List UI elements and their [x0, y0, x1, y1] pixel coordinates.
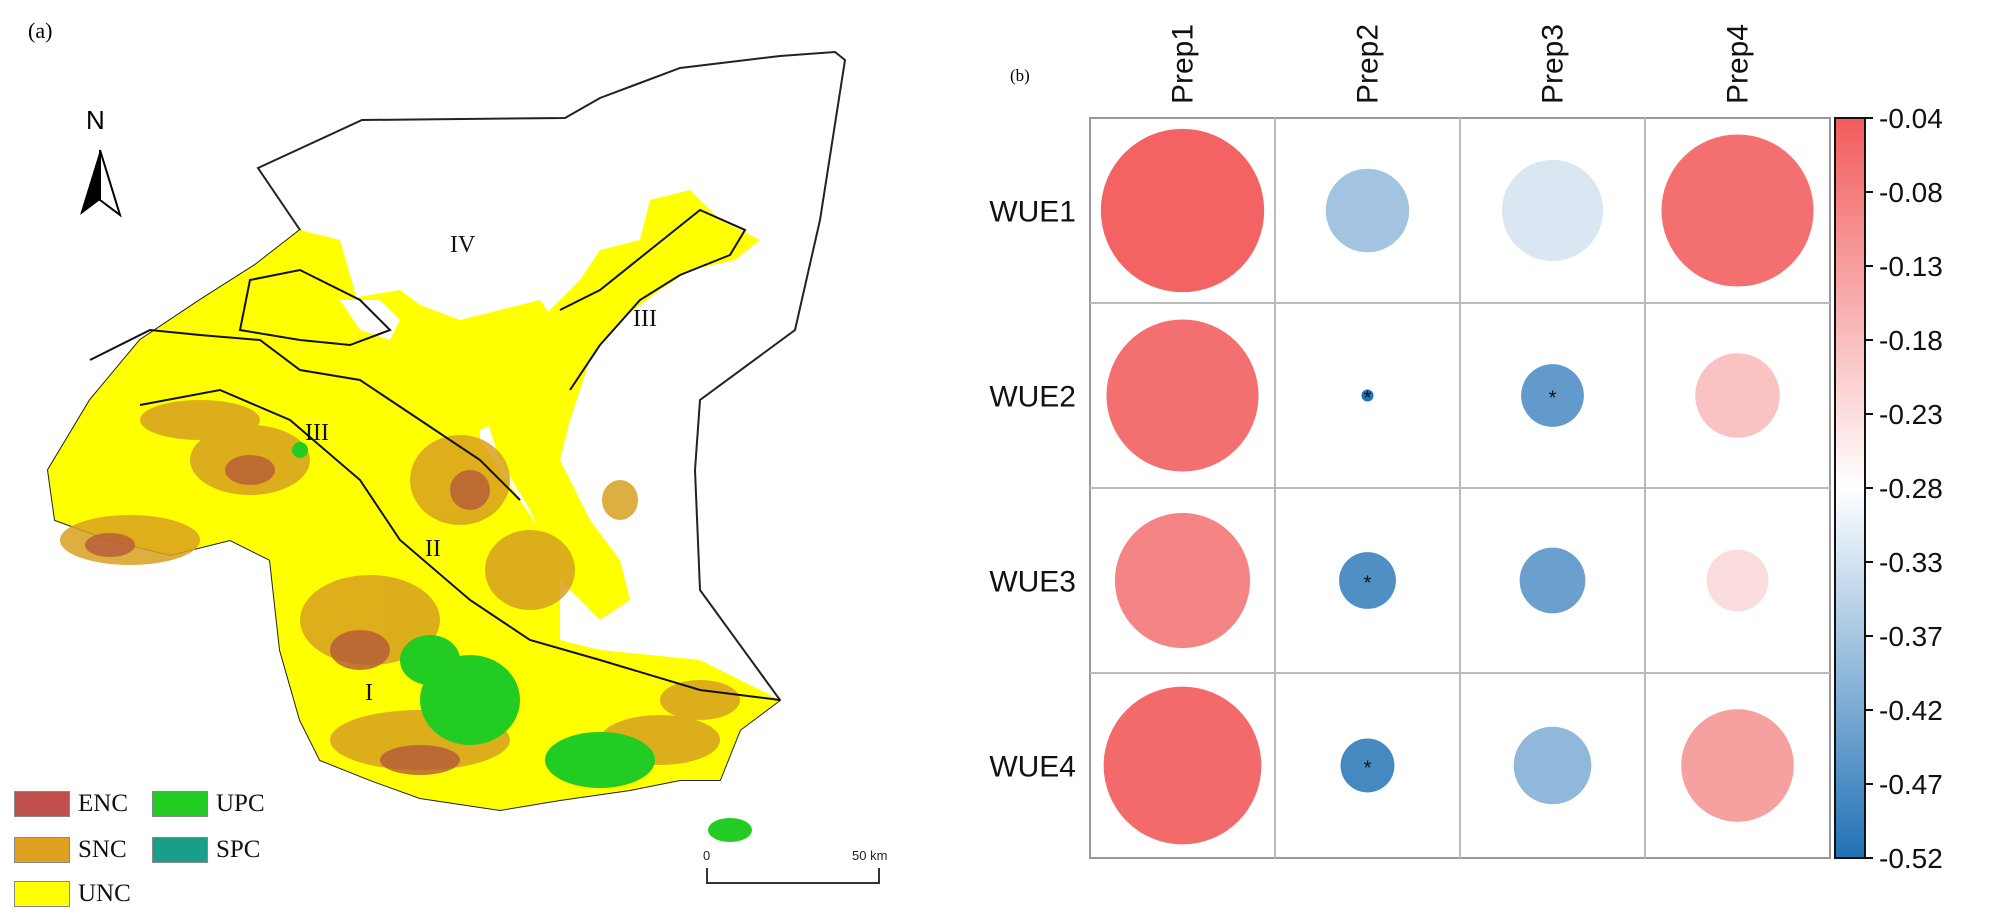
legend-label-enc: ENC: [78, 790, 128, 817]
correlation-circle: [1100, 128, 1265, 293]
row-label: WUE3: [989, 566, 1076, 599]
enc-patches: [85, 455, 490, 775]
significance-marker: *: [1364, 573, 1372, 595]
colorbar-tick-label: -0.52: [1879, 843, 1943, 874]
colorbar-tick-label: -0.42: [1879, 695, 1943, 726]
legend-swatch-snc: [14, 837, 70, 863]
legend-item-unc: UNC: [14, 880, 131, 908]
region-label-iv: IV: [450, 232, 476, 258]
correlation-circle: [1340, 738, 1395, 793]
correlation-circle: [1513, 726, 1592, 805]
correlation-circle: [1521, 364, 1584, 427]
colorbar-tick-label: -0.08: [1879, 177, 1943, 208]
column-label: Prep4: [1722, 24, 1755, 104]
colorbar-tick-label: -0.28: [1879, 473, 1943, 504]
correlation-circle: [1106, 319, 1259, 472]
correlation-circle: [1103, 686, 1262, 845]
legend-item-upc: UPC: [152, 790, 265, 818]
legend-item-snc: SNC: [14, 836, 127, 864]
legend-swatch-enc: [14, 791, 70, 817]
region-label-i: I: [365, 680, 373, 706]
correlation-circle: [1501, 159, 1604, 262]
legend-label-snc: SNC: [78, 836, 127, 863]
column-label: Prep2: [1352, 24, 1385, 104]
region-label-iii-east: III: [633, 306, 657, 332]
legend-swatch-upc: [152, 791, 208, 817]
colorbar-tick-label: -0.37: [1879, 621, 1943, 652]
row-label: WUE2: [989, 381, 1076, 414]
correlation-circle: [1695, 353, 1780, 438]
colorbar: [1834, 117, 1866, 859]
significance-marker: *: [1364, 758, 1372, 780]
correlation-circle: [1706, 549, 1769, 612]
white-gap: [340, 300, 400, 340]
scale-start-label: 0: [703, 848, 711, 863]
legend-label-unc: UNC: [78, 880, 131, 907]
colorbar-tick-label: -0.18: [1879, 325, 1943, 356]
correlation-circle: [1661, 134, 1814, 287]
upc-patches: [292, 442, 752, 842]
region-label-ii: II: [425, 536, 441, 562]
column-label: Prep3: [1537, 24, 1570, 104]
region-boundaries: [89, 208, 781, 701]
correlation-circle: [1339, 552, 1396, 609]
legend-swatch-unc: [14, 881, 70, 907]
correlation-circle: [1681, 709, 1794, 822]
legend-label-upc: UPC: [216, 790, 265, 817]
correlation-circle: [1519, 547, 1586, 614]
correlation-circle: [1114, 512, 1251, 649]
legend-swatch-spc: [152, 837, 208, 863]
correlation-circle: [1361, 389, 1374, 402]
row-label: WUE1: [989, 196, 1076, 229]
region-label-iii-west: III: [305, 420, 329, 446]
legend-item-enc: ENC: [14, 790, 128, 818]
north-arrow-icon: [80, 149, 122, 218]
colorbar-tick-label: -0.23: [1879, 399, 1943, 430]
scale-bar: [706, 868, 880, 884]
scale-end-label: 50 km: [852, 848, 888, 863]
row-label: WUE4: [989, 751, 1076, 784]
colorbar-tick-label: -0.33: [1879, 547, 1943, 578]
legend-item-spc: SPC: [152, 836, 260, 864]
unc-area-north: [480, 190, 760, 620]
colorbar-tick-label: -0.13: [1879, 251, 1943, 282]
significance-marker: *: [1549, 388, 1557, 410]
significance-marker: *: [1364, 388, 1372, 410]
panel-b-label: (b): [1010, 66, 1030, 85]
correlation-circle: [1325, 168, 1410, 253]
panel-a-label: (a): [28, 18, 53, 43]
region-map: IV III III II I: [46, 50, 847, 842]
legend-label-spc: SPC: [216, 836, 261, 863]
colorbar-tick-label: -0.04: [1879, 103, 1943, 134]
unc-area: [48, 230, 780, 810]
north-label: N: [86, 105, 105, 135]
column-label: Prep1: [1167, 24, 1200, 104]
colorbar-tick-label: -0.47: [1879, 769, 1943, 800]
